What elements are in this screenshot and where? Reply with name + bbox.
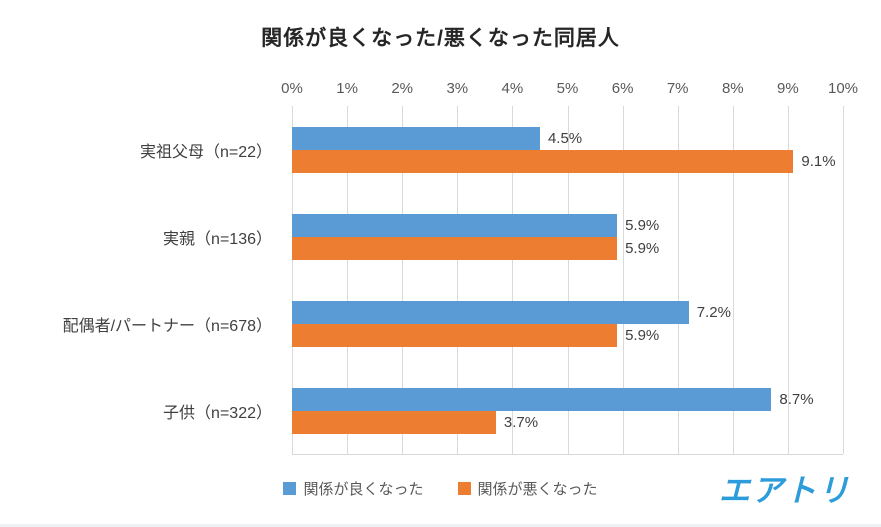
bar-improved [292, 387, 772, 411]
bar-value-label: 8.7% [779, 390, 814, 408]
category-label: 配偶者/パートナー（n=678） [62, 318, 272, 336]
category-label: 実親（n=136） [163, 230, 272, 248]
x-axis-tick: 8% [721, 80, 744, 97]
bar-value-label: 3.7% [503, 413, 539, 431]
gridline [787, 106, 789, 454]
legend-label: 関係が悪くなった [477, 481, 598, 498]
bar-group: 7.2% 5.9% [292, 280, 843, 367]
bar-worsened [292, 236, 618, 260]
x-axis-tick: 7% [666, 80, 689, 97]
category-label: 子供（n=322） [163, 405, 272, 423]
bar-value-label: 5.9% [625, 326, 660, 344]
x-axis-tick: 4% [501, 80, 524, 97]
gridline [347, 106, 349, 454]
legend: 関係が良くなった 関係が悪くなった [0, 478, 881, 499]
gridline [622, 106, 624, 454]
gridline [512, 106, 514, 454]
bar-group: 4.5% 9.1% [292, 106, 843, 193]
x-axis: 0% 1% 2% 3% 4% 5% 6% 7% 8% 9% 10% [281, 80, 858, 100]
bar-row: 3.7% [292, 410, 843, 434]
bar-group: 8.7% 3.7% [292, 367, 843, 454]
bar-worsened [292, 323, 618, 347]
x-axis-tick: 10% [827, 80, 859, 97]
brand-logo: エアトリ [719, 473, 851, 508]
legend-item: 関係が良くなった [283, 478, 424, 499]
bar-group: 5.9% 5.9% [292, 193, 843, 280]
gridline [843, 106, 844, 454]
x-axis-tick: 2% [391, 80, 414, 97]
x-axis-tick: 1% [336, 80, 358, 97]
x-axis-tick: 0% [281, 80, 303, 97]
plot-area: 4.5% 9.1% 5.9% 5.9% 7.2% 5.9% 8.7% 3.7% [292, 106, 844, 455]
x-axis-tick: 5% [556, 80, 579, 97]
bar-improved [292, 213, 618, 237]
gridline [732, 106, 734, 454]
gridline [402, 106, 404, 454]
x-axis-tick: 6% [611, 80, 634, 97]
bar-row: 8.7% [292, 387, 843, 411]
bar-value-label: 7.2% [696, 303, 731, 321]
legend-swatch [283, 482, 297, 495]
bar-row: 9.1% [292, 149, 843, 173]
bar-improved [292, 300, 689, 324]
bar-row: 5.9% [292, 236, 843, 260]
bar-row: 5.9% [292, 213, 843, 237]
gridline [567, 106, 569, 454]
bar-worsened [292, 149, 794, 173]
category-axis: 実祖父母（n=22） 実親（n=136） 配偶者/パートナー（n=678） 子供（n=… [0, 106, 282, 455]
gridline [677, 106, 679, 454]
x-axis-tick: 3% [446, 80, 469, 97]
bar-worsened [292, 410, 496, 434]
category-label: 実祖父母（n=22） [139, 143, 272, 161]
chart-title: 関係が良くなった/悪くなった同居人 [261, 27, 620, 50]
legend-label: 関係が良くなった [303, 481, 424, 498]
legend-swatch [457, 482, 471, 495]
bar-row: 7.2% [292, 300, 843, 324]
bar-row: 5.9% [292, 323, 843, 347]
bar-value-label: 5.9% [625, 216, 660, 234]
bar-groups: 4.5% 9.1% 5.9% 5.9% 7.2% 5.9% 8.7% 3.7% [292, 106, 843, 454]
bar-value-label: 4.5% [547, 129, 583, 147]
gridline [292, 106, 293, 454]
bar-value-label: 9.1% [801, 152, 836, 170]
bar-row: 4.5% [292, 126, 843, 150]
gridline [457, 106, 459, 454]
x-axis-tick: 9% [777, 80, 799, 97]
legend-item: 関係が悪くなった [457, 478, 598, 499]
bar-improved [292, 126, 540, 150]
bar-value-label: 5.9% [625, 239, 660, 257]
